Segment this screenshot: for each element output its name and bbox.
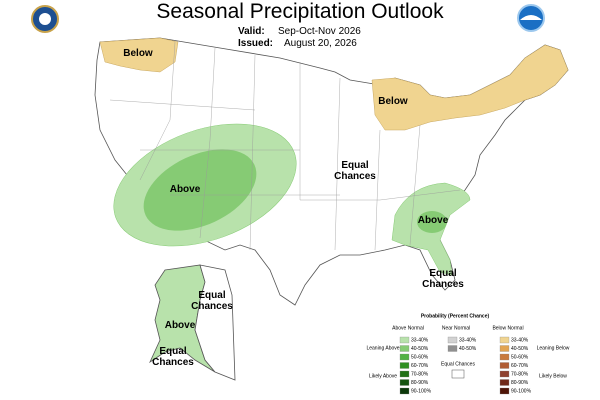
legend-swatch <box>399 353 410 361</box>
legend-side-label: Likely Below <box>539 373 567 379</box>
legend-swatch <box>499 362 510 369</box>
map-label: Equal Chances <box>334 160 376 182</box>
map-label: Equal Chances <box>191 290 233 312</box>
legend-swatch <box>451 369 465 379</box>
legend-swatch <box>499 379 510 386</box>
legend-label: 33-40% <box>511 337 529 343</box>
legend-label: 70-80% <box>411 371 429 377</box>
legend-column-heading: Above Normal <box>392 325 424 331</box>
legend-label: 40-50% <box>511 346 529 352</box>
legend-label: 60-70% <box>411 363 429 369</box>
legend-label: 80-90% <box>411 380 429 386</box>
legend-swatch <box>499 370 510 378</box>
legend-label: 33-40% <box>459 337 477 343</box>
legend-swatch <box>399 370 410 378</box>
legend-column-heading: Near Normal <box>442 325 470 331</box>
map-label: Equal Chances <box>152 346 194 368</box>
issued-value: August 20, 2026 <box>284 38 357 49</box>
title: Seasonal Precipitation Outlook <box>156 0 444 23</box>
legend-label: 70-80% <box>511 371 529 377</box>
legend-swatch <box>399 336 410 344</box>
legend-label: 80-90% <box>511 380 529 386</box>
legend-swatch <box>499 336 510 344</box>
state-lines <box>109 41 461 251</box>
legend-label: 50-60% <box>411 354 429 360</box>
map-label: Above <box>164 320 196 331</box>
below-nw-region <box>99 37 179 73</box>
below-ne-region <box>371 44 569 131</box>
legend-side-label: Leaning Below <box>537 345 570 351</box>
legend-swatch <box>499 345 510 352</box>
legend-label: 50-60% <box>511 354 529 360</box>
map-label: Below <box>123 48 153 59</box>
legend-swatch <box>399 387 410 395</box>
valid-label: Valid: <box>238 26 265 37</box>
above-se-inner <box>417 211 447 233</box>
noaa-logo-gull <box>520 15 542 20</box>
legend-label: 40-50% <box>459 346 477 352</box>
issued-label: Issued: <box>238 38 274 49</box>
legend-swatch <box>447 345 458 352</box>
legend-label: 40-50% <box>411 346 429 352</box>
legend-column-heading: Below Normal <box>492 325 523 331</box>
legend-side-label: Likely Above <box>369 373 397 379</box>
legend-swatch <box>399 362 410 369</box>
legend-label: 60-70% <box>511 363 529 369</box>
valid-value: Sep-Oct-Nov 2026 <box>278 26 361 37</box>
legend-label: 90-100% <box>511 388 532 394</box>
legend-swatch <box>499 353 510 361</box>
map-label: Equal Chances <box>422 268 464 290</box>
legend-swatch <box>399 379 410 386</box>
legend-label: Equal Chances <box>441 361 475 367</box>
legend-swatch <box>447 336 458 344</box>
legend-swatch <box>499 387 510 395</box>
alaska-east <box>194 264 236 381</box>
legend-label: 33-40% <box>411 337 429 343</box>
map-label: Below <box>378 96 408 107</box>
legend-side-label: Leaning Above <box>366 345 399 351</box>
map-label: Above <box>417 215 449 226</box>
legend-label: 90-100% <box>411 388 432 394</box>
above-sw-inner <box>143 149 257 231</box>
legend-title: Probability (Percent Chance) <box>421 313 490 319</box>
agency-logo-center <box>39 13 51 25</box>
map-label: Above <box>169 184 201 195</box>
legend-swatch <box>399 345 410 352</box>
